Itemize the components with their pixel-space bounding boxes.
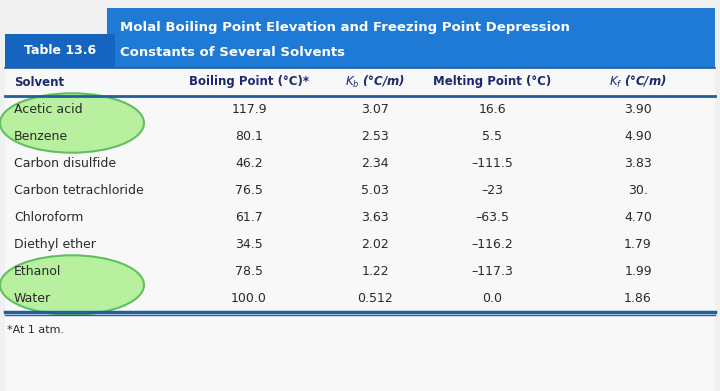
Bar [5, 68, 715, 96]
Text: 3.90: 3.90 [624, 103, 652, 116]
Text: 1.86: 1.86 [624, 292, 652, 305]
Text: Carbon tetrachloride: Carbon tetrachloride [14, 184, 144, 197]
Text: 1.79: 1.79 [624, 238, 652, 251]
Text: 4.70: 4.70 [624, 211, 652, 224]
Text: 117.9: 117.9 [231, 103, 267, 116]
Text: 34.5: 34.5 [235, 238, 263, 251]
Bar [5, 34, 115, 68]
Text: 30.: 30. [628, 184, 648, 197]
Text: 1.22: 1.22 [361, 265, 389, 278]
Text: Solvent: Solvent [14, 75, 64, 88]
Text: 1.99: 1.99 [624, 265, 652, 278]
Text: 76.5: 76.5 [235, 184, 263, 197]
Text: 5.03: 5.03 [361, 184, 389, 197]
Text: Carbon disulfide: Carbon disulfide [14, 157, 116, 170]
Text: Benzene: Benzene [14, 130, 68, 143]
Text: 3.63: 3.63 [361, 211, 389, 224]
Text: $K_f$ (°C/m): $K_f$ (°C/m) [609, 74, 667, 90]
Text: 80.1: 80.1 [235, 130, 263, 143]
Text: $K_b$ (°C/m): $K_b$ (°C/m) [345, 74, 405, 90]
Ellipse shape [0, 93, 144, 153]
Bar [5, 68, 715, 391]
Text: 2.02: 2.02 [361, 238, 389, 251]
Text: –23: –23 [481, 184, 503, 197]
Text: Melting Point (°C): Melting Point (°C) [433, 75, 551, 88]
Text: 2.53: 2.53 [361, 130, 389, 143]
Text: 0.0: 0.0 [482, 292, 502, 305]
Text: 3.83: 3.83 [624, 157, 652, 170]
Text: –111.5: –111.5 [471, 157, 513, 170]
Text: 3.07: 3.07 [361, 103, 389, 116]
Text: Acetic acid: Acetic acid [14, 103, 83, 116]
Text: Ethanol: Ethanol [14, 265, 61, 278]
Text: Diethyl ether: Diethyl ether [14, 238, 96, 251]
Ellipse shape [0, 255, 144, 315]
Text: *At 1 atm.: *At 1 atm. [7, 325, 64, 335]
Text: –116.2: –116.2 [471, 238, 513, 251]
Bar [107, 8, 715, 68]
Text: 4.90: 4.90 [624, 130, 652, 143]
Text: Table 13.6: Table 13.6 [24, 45, 96, 57]
Text: Constants of Several Solvents: Constants of Several Solvents [120, 45, 345, 59]
Text: –117.3: –117.3 [471, 265, 513, 278]
Text: 2.34: 2.34 [361, 157, 389, 170]
Text: 16.6: 16.6 [478, 103, 506, 116]
Text: Chloroform: Chloroform [14, 211, 84, 224]
Text: Molal Boiling Point Elevation and Freezing Point Depression: Molal Boiling Point Elevation and Freezi… [120, 20, 570, 34]
Text: 5.5: 5.5 [482, 130, 502, 143]
Text: 100.0: 100.0 [231, 292, 267, 305]
Text: 78.5: 78.5 [235, 265, 263, 278]
Text: Boiling Point (°C)*: Boiling Point (°C)* [189, 75, 309, 88]
Text: –63.5: –63.5 [475, 211, 509, 224]
Text: 0.512: 0.512 [357, 292, 393, 305]
Text: 46.2: 46.2 [235, 157, 263, 170]
Text: 61.7: 61.7 [235, 211, 263, 224]
Text: Water: Water [14, 292, 51, 305]
